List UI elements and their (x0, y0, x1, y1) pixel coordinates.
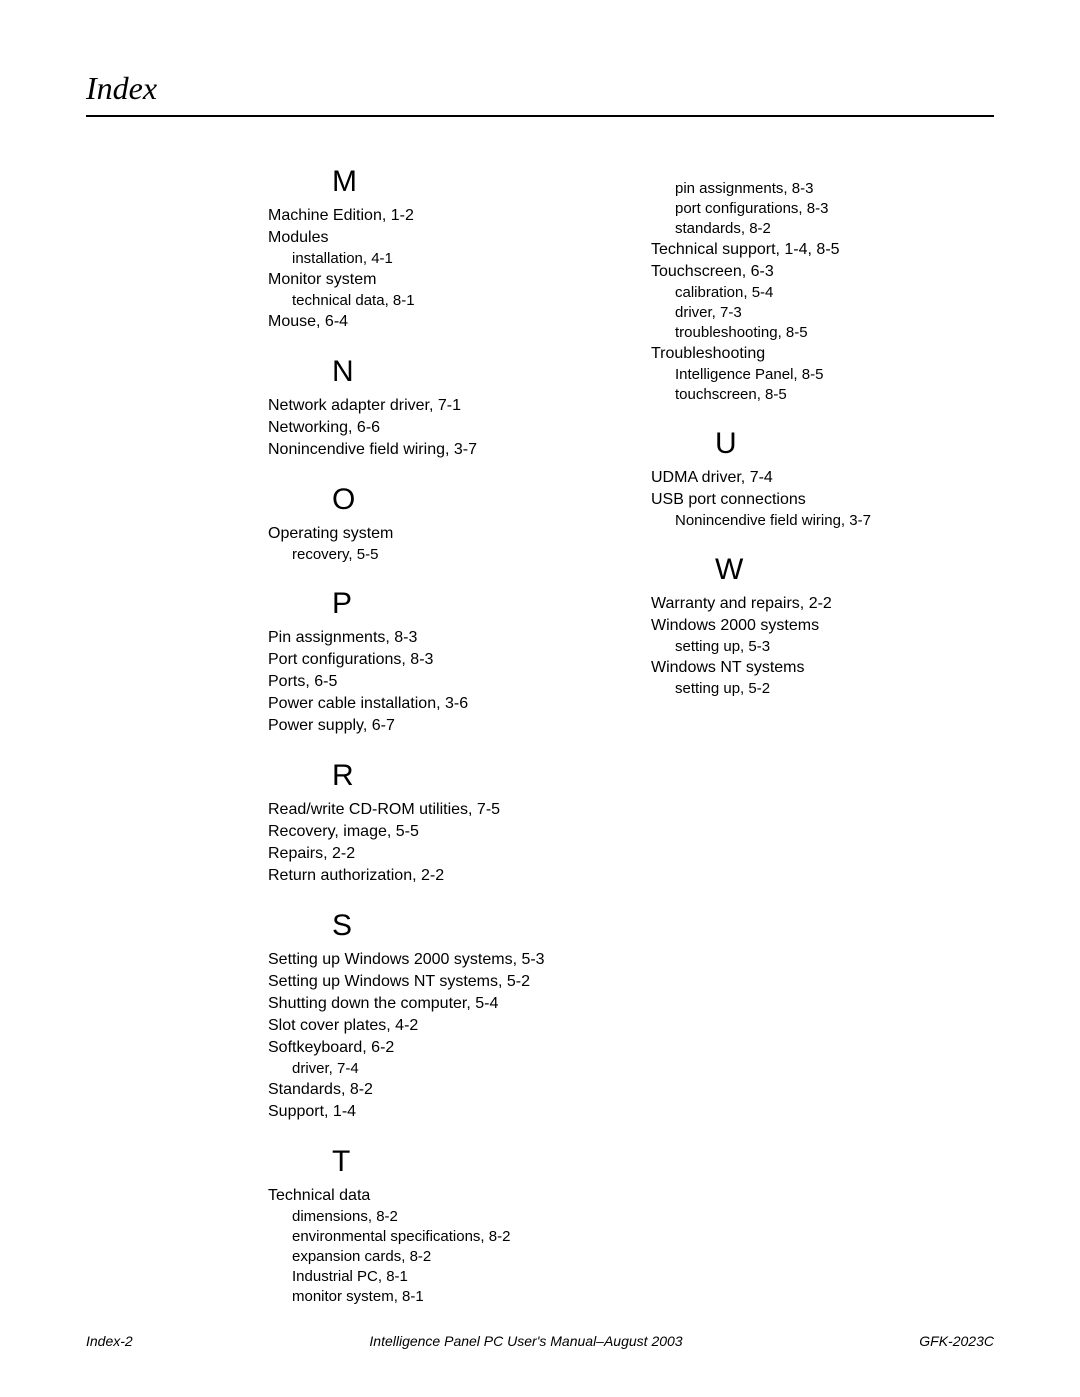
index-subentry: Intelligence Panel, 8-5 (675, 365, 994, 385)
index-entry: Power cable installation, 3-6 (268, 693, 611, 715)
index-letter-t: T (332, 1145, 611, 1179)
index-entry: Warranty and repairs, 2-2 (651, 593, 994, 615)
page-title: Index (86, 70, 994, 117)
index-entry: Machine Edition, 1-2 (268, 205, 611, 227)
index-subentry: installation, 4-1 (292, 249, 611, 269)
index-entry: Read/write CD-ROM utilities, 7-5 (268, 799, 611, 821)
index-columns: M Machine Edition, 1-2Modulesinstallation… (86, 165, 994, 1307)
index-entry: Windows NT systems (651, 657, 994, 679)
index-entry: Return authorization, 2-2 (268, 865, 611, 887)
index-page: Index M Machine Edition, 1-2Modulesinstal… (0, 0, 1080, 1397)
index-entry: Port configurations, 8-3 (268, 649, 611, 671)
index-entry: Power supply, 6-7 (268, 715, 611, 737)
index-entry: Network adapter driver, 7-1 (268, 395, 611, 417)
index-letter-u: U (715, 427, 994, 461)
index-subentry: calibration, 5-4 (675, 283, 994, 303)
index-entry: Softkeyboard, 6-2 (268, 1037, 611, 1059)
footer-center: Intelligence Panel PC User's Manual–Augu… (369, 1333, 682, 1349)
index-letter-r: R (332, 759, 611, 793)
index-subentry: port configurations, 8-3 (675, 199, 994, 219)
index-subentry: setting up, 5-3 (675, 637, 994, 657)
index-subentry: pin assignments, 8-3 (675, 179, 994, 199)
index-letter-p: P (332, 587, 611, 621)
index-entry: Mouse, 6-4 (268, 311, 611, 333)
index-right-column: pin assignments, 8-3port configurations,… (651, 165, 994, 1307)
index-subentry: driver, 7-4 (292, 1059, 611, 1079)
index-subentry: monitor system, 8-1 (292, 1287, 611, 1307)
index-entry: Touchscreen, 6-3 (651, 261, 994, 283)
index-left-column: M Machine Edition, 1-2Modulesinstallation… (86, 165, 611, 1307)
index-subentry: technical data, 8-1 (292, 291, 611, 311)
index-entry: Networking, 6-6 (268, 417, 611, 439)
index-subentry: environmental specifications, 8-2 (292, 1227, 611, 1247)
index-entry: UDMA driver, 7-4 (651, 467, 994, 489)
index-entry: Support, 1-4 (268, 1101, 611, 1123)
index-entry: Recovery, image, 5-5 (268, 821, 611, 843)
index-entry: Operating system (268, 523, 611, 545)
index-subentry: troubleshooting, 8-5 (675, 323, 994, 343)
index-entry: Setting up Windows NT systems, 5-2 (268, 971, 611, 993)
index-subentry: dimensions, 8-2 (292, 1207, 611, 1227)
index-subentry: Nonincendive field wiring, 3-7 (675, 511, 994, 531)
index-subentry: driver, 7-3 (675, 303, 994, 323)
index-subentry: touchscreen, 8-5 (675, 385, 994, 405)
index-letter-s: S (332, 909, 611, 943)
page-footer: Index-2 Intelligence Panel PC User's Man… (86, 1333, 994, 1349)
index-letter-w: W (715, 553, 994, 587)
index-entry: Windows 2000 systems (651, 615, 994, 637)
footer-right: GFK-2023C (919, 1333, 994, 1349)
index-entry: Setting up Windows 2000 systems, 5-3 (268, 949, 611, 971)
index-subentry: setting up, 5-2 (675, 679, 994, 699)
index-subentry: Industrial PC, 8-1 (292, 1267, 611, 1287)
index-entry: Pin assignments, 8-3 (268, 627, 611, 649)
index-entry: Ports, 6-5 (268, 671, 611, 693)
index-entry: Slot cover plates, 4-2 (268, 1015, 611, 1037)
footer-left: Index-2 (86, 1333, 133, 1349)
index-entry: Shutting down the computer, 5-4 (268, 993, 611, 1015)
index-letter-o: O (332, 483, 611, 517)
index-subentry: standards, 8-2 (675, 219, 994, 239)
index-letter-n: N (332, 355, 611, 389)
index-entry: Monitor system (268, 269, 611, 291)
index-entry: Repairs, 2-2 (268, 843, 611, 865)
index-entry: Technical data (268, 1185, 611, 1207)
index-entry: USB port connections (651, 489, 994, 511)
index-subentry: recovery, 5-5 (292, 545, 611, 565)
index-letter-m: M (332, 165, 611, 199)
index-entry: Troubleshooting (651, 343, 994, 365)
index-subentry: expansion cards, 8-2 (292, 1247, 611, 1267)
index-entry: Nonincendive field wiring, 3-7 (268, 439, 611, 461)
index-entry: Technical support, 1-4, 8-5 (651, 239, 994, 261)
index-entry: Modules (268, 227, 611, 249)
index-entry: Standards, 8-2 (268, 1079, 611, 1101)
